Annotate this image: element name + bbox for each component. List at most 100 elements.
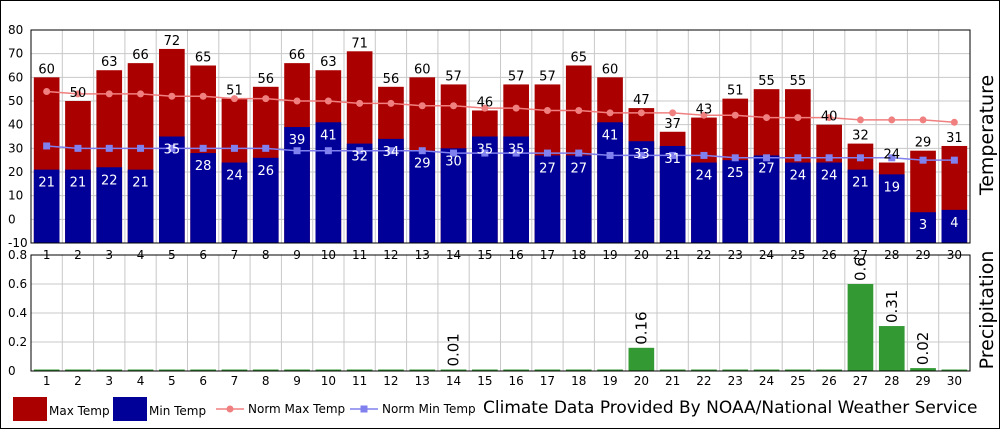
precip-bar	[565, 369, 592, 371]
min-temp-bar	[221, 162, 248, 243]
precip-y-tick-label: 0.6	[8, 277, 27, 291]
min-temp-label: 29	[414, 157, 431, 172]
min-temp-bar	[847, 169, 874, 243]
precip-value-label: 0.02	[914, 332, 932, 365]
precip-x-tick-label: 7	[231, 374, 239, 388]
max-temp-label: 55	[758, 74, 775, 89]
precip-x-tick-label: 18	[571, 374, 586, 388]
min-temp-label: 35	[508, 143, 525, 158]
precip-bar	[221, 369, 248, 371]
min-temp-bar	[816, 162, 842, 243]
precip-y-tick-label: 0.2	[8, 335, 27, 349]
norm-min-temp-point	[418, 147, 426, 155]
min-temp-label: 24	[696, 169, 713, 184]
norm-min-temp-point	[856, 154, 864, 162]
legend-swatch-min-temp	[113, 397, 147, 421]
max-temp-label: 57	[539, 69, 556, 84]
min-temp-label: 25	[727, 166, 744, 181]
precip-bar	[941, 369, 968, 371]
norm-min-temp-point	[293, 147, 301, 155]
precip-bar	[785, 369, 811, 371]
norm-max-temp-point	[763, 114, 771, 122]
norm-max-temp-line	[46, 90, 955, 124]
min-temp-bar	[409, 150, 436, 243]
norm-min-temp-point	[669, 151, 677, 159]
norm-min-temp-point	[387, 147, 395, 155]
precip-x-tick-label: 20	[634, 374, 649, 388]
temp-y-tick-label: 0	[8, 212, 16, 226]
precip-x-tick-label: 12	[383, 374, 398, 388]
max-temp-label: 65	[195, 51, 212, 66]
min-temp-bar	[722, 160, 749, 243]
min-temp-label: 24	[790, 169, 807, 184]
max-temp-label: 40	[821, 110, 838, 125]
max-temp-label: 50	[70, 86, 87, 101]
min-temp-bar	[659, 145, 686, 243]
precip-x-tick-label: 8	[262, 374, 270, 388]
min-temp-label: 24	[226, 169, 243, 184]
temp-y-axis-label: Temperature	[976, 75, 998, 196]
max-temp-label: 51	[226, 84, 243, 99]
max-temp-label: 24	[883, 148, 900, 163]
norm-max-temp-point	[512, 104, 520, 112]
norm-max-temp-point	[387, 99, 395, 107]
min-temp-bar	[315, 122, 342, 243]
norm-max-temp-point	[230, 95, 238, 103]
norm-min-temp-point	[950, 156, 958, 164]
norm-max-temp-point	[856, 116, 864, 124]
precip-bar	[503, 369, 529, 371]
precip-x-tick-label: 28	[884, 374, 899, 388]
norm-max-temp-point	[262, 95, 270, 103]
max-temp-label: 63	[101, 55, 118, 70]
min-temp-label: 30	[445, 154, 462, 169]
norm-min-temp-point	[137, 144, 145, 152]
precip-x-tick-label: 15	[477, 374, 492, 388]
min-temp-label: 21	[70, 176, 87, 191]
max-temp-label: 60	[602, 62, 619, 77]
precip-x-tick-label: 2	[74, 374, 82, 388]
precip-y-tick-label: 0.4	[8, 306, 27, 320]
precip-x-tick-label: 21	[665, 374, 680, 388]
precip-x-tick-label: 6	[199, 374, 207, 388]
min-temp-bar	[346, 143, 373, 243]
source-note: Climate Data Provided By NOAA/National W…	[483, 398, 978, 418]
precip-bar	[315, 369, 342, 371]
norm-min-temp-point	[700, 151, 708, 159]
norm-min-temp-line	[46, 145, 955, 161]
norm-min-temp-point	[606, 151, 614, 159]
min-temp-bar	[33, 169, 60, 243]
norm-max-temp-point	[105, 90, 113, 98]
min-temp-label: 27	[570, 161, 587, 176]
norm-min-temp-point	[575, 149, 583, 157]
precip-bar	[847, 284, 874, 371]
precip-bar	[910, 368, 936, 371]
precip-bar	[628, 347, 655, 371]
precip-x-tick-label: 30	[947, 374, 962, 388]
norm-max-temp-point	[324, 97, 332, 105]
norm-max-temp-point	[919, 116, 927, 124]
min-temp-label: 4	[950, 216, 958, 231]
min-temp-label: 21	[38, 176, 55, 191]
norm-max-temp-point	[575, 106, 583, 114]
min-temp-bar	[190, 153, 216, 243]
norm-max-temp-point	[481, 104, 489, 112]
precip-x-tick-label: 26	[822, 374, 837, 388]
min-temp-label: 41	[320, 128, 337, 143]
precip-x-tick-label: 14	[446, 374, 461, 388]
min-temp-bar	[159, 136, 185, 243]
norm-min-temp-point	[512, 149, 520, 157]
min-temp-label: 26	[257, 164, 274, 179]
legend-label-norm-max-temp: Norm Max Temp	[248, 402, 345, 416]
legend-label-min-temp: Min Temp	[149, 404, 206, 418]
max-temp-label: 37	[664, 117, 681, 132]
precip-bar	[96, 369, 123, 371]
min-temp-label: 27	[758, 161, 775, 176]
norm-max-temp-point	[137, 90, 145, 98]
min-temp-label: 28	[195, 159, 212, 174]
precip-x-tick-label: 29	[915, 374, 930, 388]
precip-bar	[65, 369, 91, 371]
precip-bar	[33, 369, 60, 371]
min-temp-bar	[127, 169, 154, 243]
